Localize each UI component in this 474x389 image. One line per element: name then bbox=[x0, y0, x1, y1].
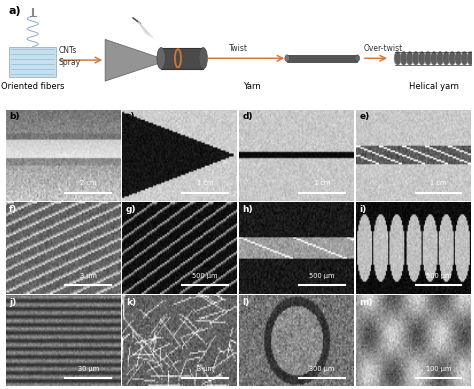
Text: c): c) bbox=[126, 112, 136, 121]
Ellipse shape bbox=[412, 51, 419, 65]
Bar bbox=[287, 55, 357, 62]
Ellipse shape bbox=[400, 51, 407, 65]
Bar bbox=[9, 47, 56, 77]
Ellipse shape bbox=[430, 51, 438, 65]
Text: 1 cm: 1 cm bbox=[197, 180, 213, 186]
Text: f): f) bbox=[9, 205, 17, 214]
Ellipse shape bbox=[437, 51, 444, 65]
Text: 1 cm: 1 cm bbox=[430, 180, 447, 186]
Ellipse shape bbox=[285, 55, 290, 62]
Text: e): e) bbox=[359, 112, 370, 121]
Bar bbox=[161, 47, 203, 69]
Text: Oriented fibers: Oriented fibers bbox=[1, 82, 64, 91]
Text: Helical yarn: Helical yarn bbox=[409, 82, 459, 91]
Text: j): j) bbox=[9, 298, 17, 307]
Text: a): a) bbox=[9, 6, 21, 16]
Text: 300 μm: 300 μm bbox=[309, 366, 335, 372]
Ellipse shape bbox=[355, 55, 360, 62]
Text: CNTs: CNTs bbox=[58, 46, 77, 54]
Text: Spray: Spray bbox=[58, 58, 81, 67]
Ellipse shape bbox=[199, 47, 207, 69]
Text: d): d) bbox=[243, 112, 253, 121]
Text: 100 μm: 100 μm bbox=[426, 366, 451, 372]
Polygon shape bbox=[105, 39, 161, 81]
Text: 1 cm: 1 cm bbox=[314, 180, 330, 186]
Text: 500 μm: 500 μm bbox=[309, 273, 335, 279]
Text: l): l) bbox=[243, 298, 250, 307]
Text: b): b) bbox=[9, 112, 19, 121]
Text: 30 μm: 30 μm bbox=[78, 366, 99, 372]
Ellipse shape bbox=[455, 51, 462, 65]
Text: 3 μm: 3 μm bbox=[197, 366, 213, 372]
Text: Over-twist: Over-twist bbox=[363, 44, 402, 53]
Text: m): m) bbox=[359, 298, 373, 307]
Text: g): g) bbox=[126, 205, 137, 214]
Text: Yarn: Yarn bbox=[243, 82, 261, 91]
Text: k): k) bbox=[126, 298, 136, 307]
Ellipse shape bbox=[419, 51, 425, 65]
Text: 3 μm: 3 μm bbox=[80, 273, 97, 279]
Text: h): h) bbox=[243, 205, 253, 214]
Ellipse shape bbox=[461, 51, 468, 65]
Ellipse shape bbox=[394, 51, 401, 65]
Text: 500 μm: 500 μm bbox=[426, 273, 451, 279]
Ellipse shape bbox=[406, 51, 413, 65]
Text: 500 μm: 500 μm bbox=[192, 273, 218, 279]
Text: 2 cm: 2 cm bbox=[80, 180, 97, 186]
Ellipse shape bbox=[449, 51, 456, 65]
Ellipse shape bbox=[443, 51, 450, 65]
Ellipse shape bbox=[467, 51, 474, 65]
Text: Twist: Twist bbox=[229, 44, 248, 53]
Text: i): i) bbox=[359, 205, 366, 214]
Ellipse shape bbox=[157, 47, 165, 69]
Ellipse shape bbox=[425, 51, 431, 65]
